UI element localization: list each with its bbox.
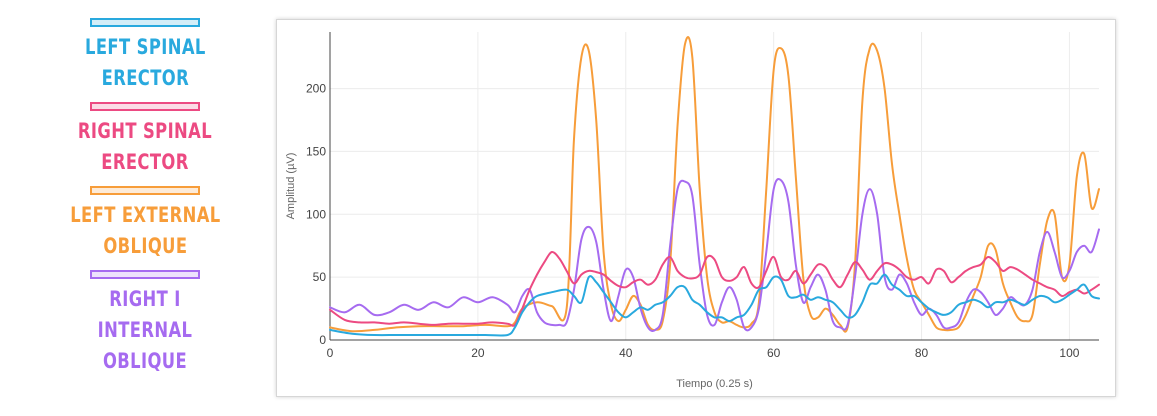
- legend: LEFT SPINAL ERECTOR RIGHT SPINAL ERECTOR…: [40, 18, 250, 385]
- legend-swatch: [90, 270, 200, 279]
- x-tick-label: 20: [471, 346, 485, 360]
- y-tick-label: 0: [319, 333, 326, 347]
- y-tick-label: 50: [313, 270, 327, 284]
- legend-label: LEFT EXTERNAL OBLIQUE: [69, 203, 221, 258]
- y-axis-title: Amplitud (µV): [285, 153, 297, 220]
- y-tick-label: 150: [306, 144, 326, 158]
- legend-item-right-spinal-erector[interactable]: RIGHT SPINAL ERECTOR: [40, 102, 250, 178]
- y-tick-label: 200: [306, 82, 326, 96]
- x-tick-label: 40: [619, 346, 633, 360]
- x-axis-title: Tiempo (0.25 s): [676, 378, 753, 390]
- legend-swatch: [90, 18, 200, 27]
- series-line-0: [329, 36, 1100, 333]
- x-tick-label: 60: [767, 346, 781, 360]
- series-line-2: [329, 250, 1100, 327]
- series-line-3: [329, 273, 1100, 337]
- series-line-1: [329, 178, 1100, 332]
- legend-swatch: [90, 102, 200, 111]
- legend-label: RIGHT SPINAL ERECTOR: [77, 119, 213, 174]
- legend-item-left-external-oblique[interactable]: LEFT EXTERNAL OBLIQUE: [40, 186, 250, 262]
- line-chart: 0 20 40 60 80 100 0 50 100 150 200 Tiempo (0.25 s) A…: [285, 32, 1100, 390]
- legend-label: LEFT SPINAL ERECTOR: [84, 35, 206, 90]
- y-tick-label: 100: [306, 207, 326, 221]
- legend-swatch: [90, 186, 200, 195]
- legend-label: RIGHT I INTERNAL OBLIQUE: [97, 287, 193, 373]
- x-tick-label: 80: [915, 346, 929, 360]
- legend-item-right-internal-oblique[interactable]: RIGHT I INTERNAL OBLIQUE: [40, 270, 250, 377]
- chart-panel: 0 20 40 60 80 100 0 50 100 150 200 Tiempo (0.25 s) A…: [276, 19, 1116, 397]
- x-tick-label: 0: [327, 346, 334, 360]
- x-tick-label: 100: [1059, 346, 1079, 360]
- legend-item-left-spinal-erector[interactable]: LEFT SPINAL ERECTOR: [40, 18, 250, 94]
